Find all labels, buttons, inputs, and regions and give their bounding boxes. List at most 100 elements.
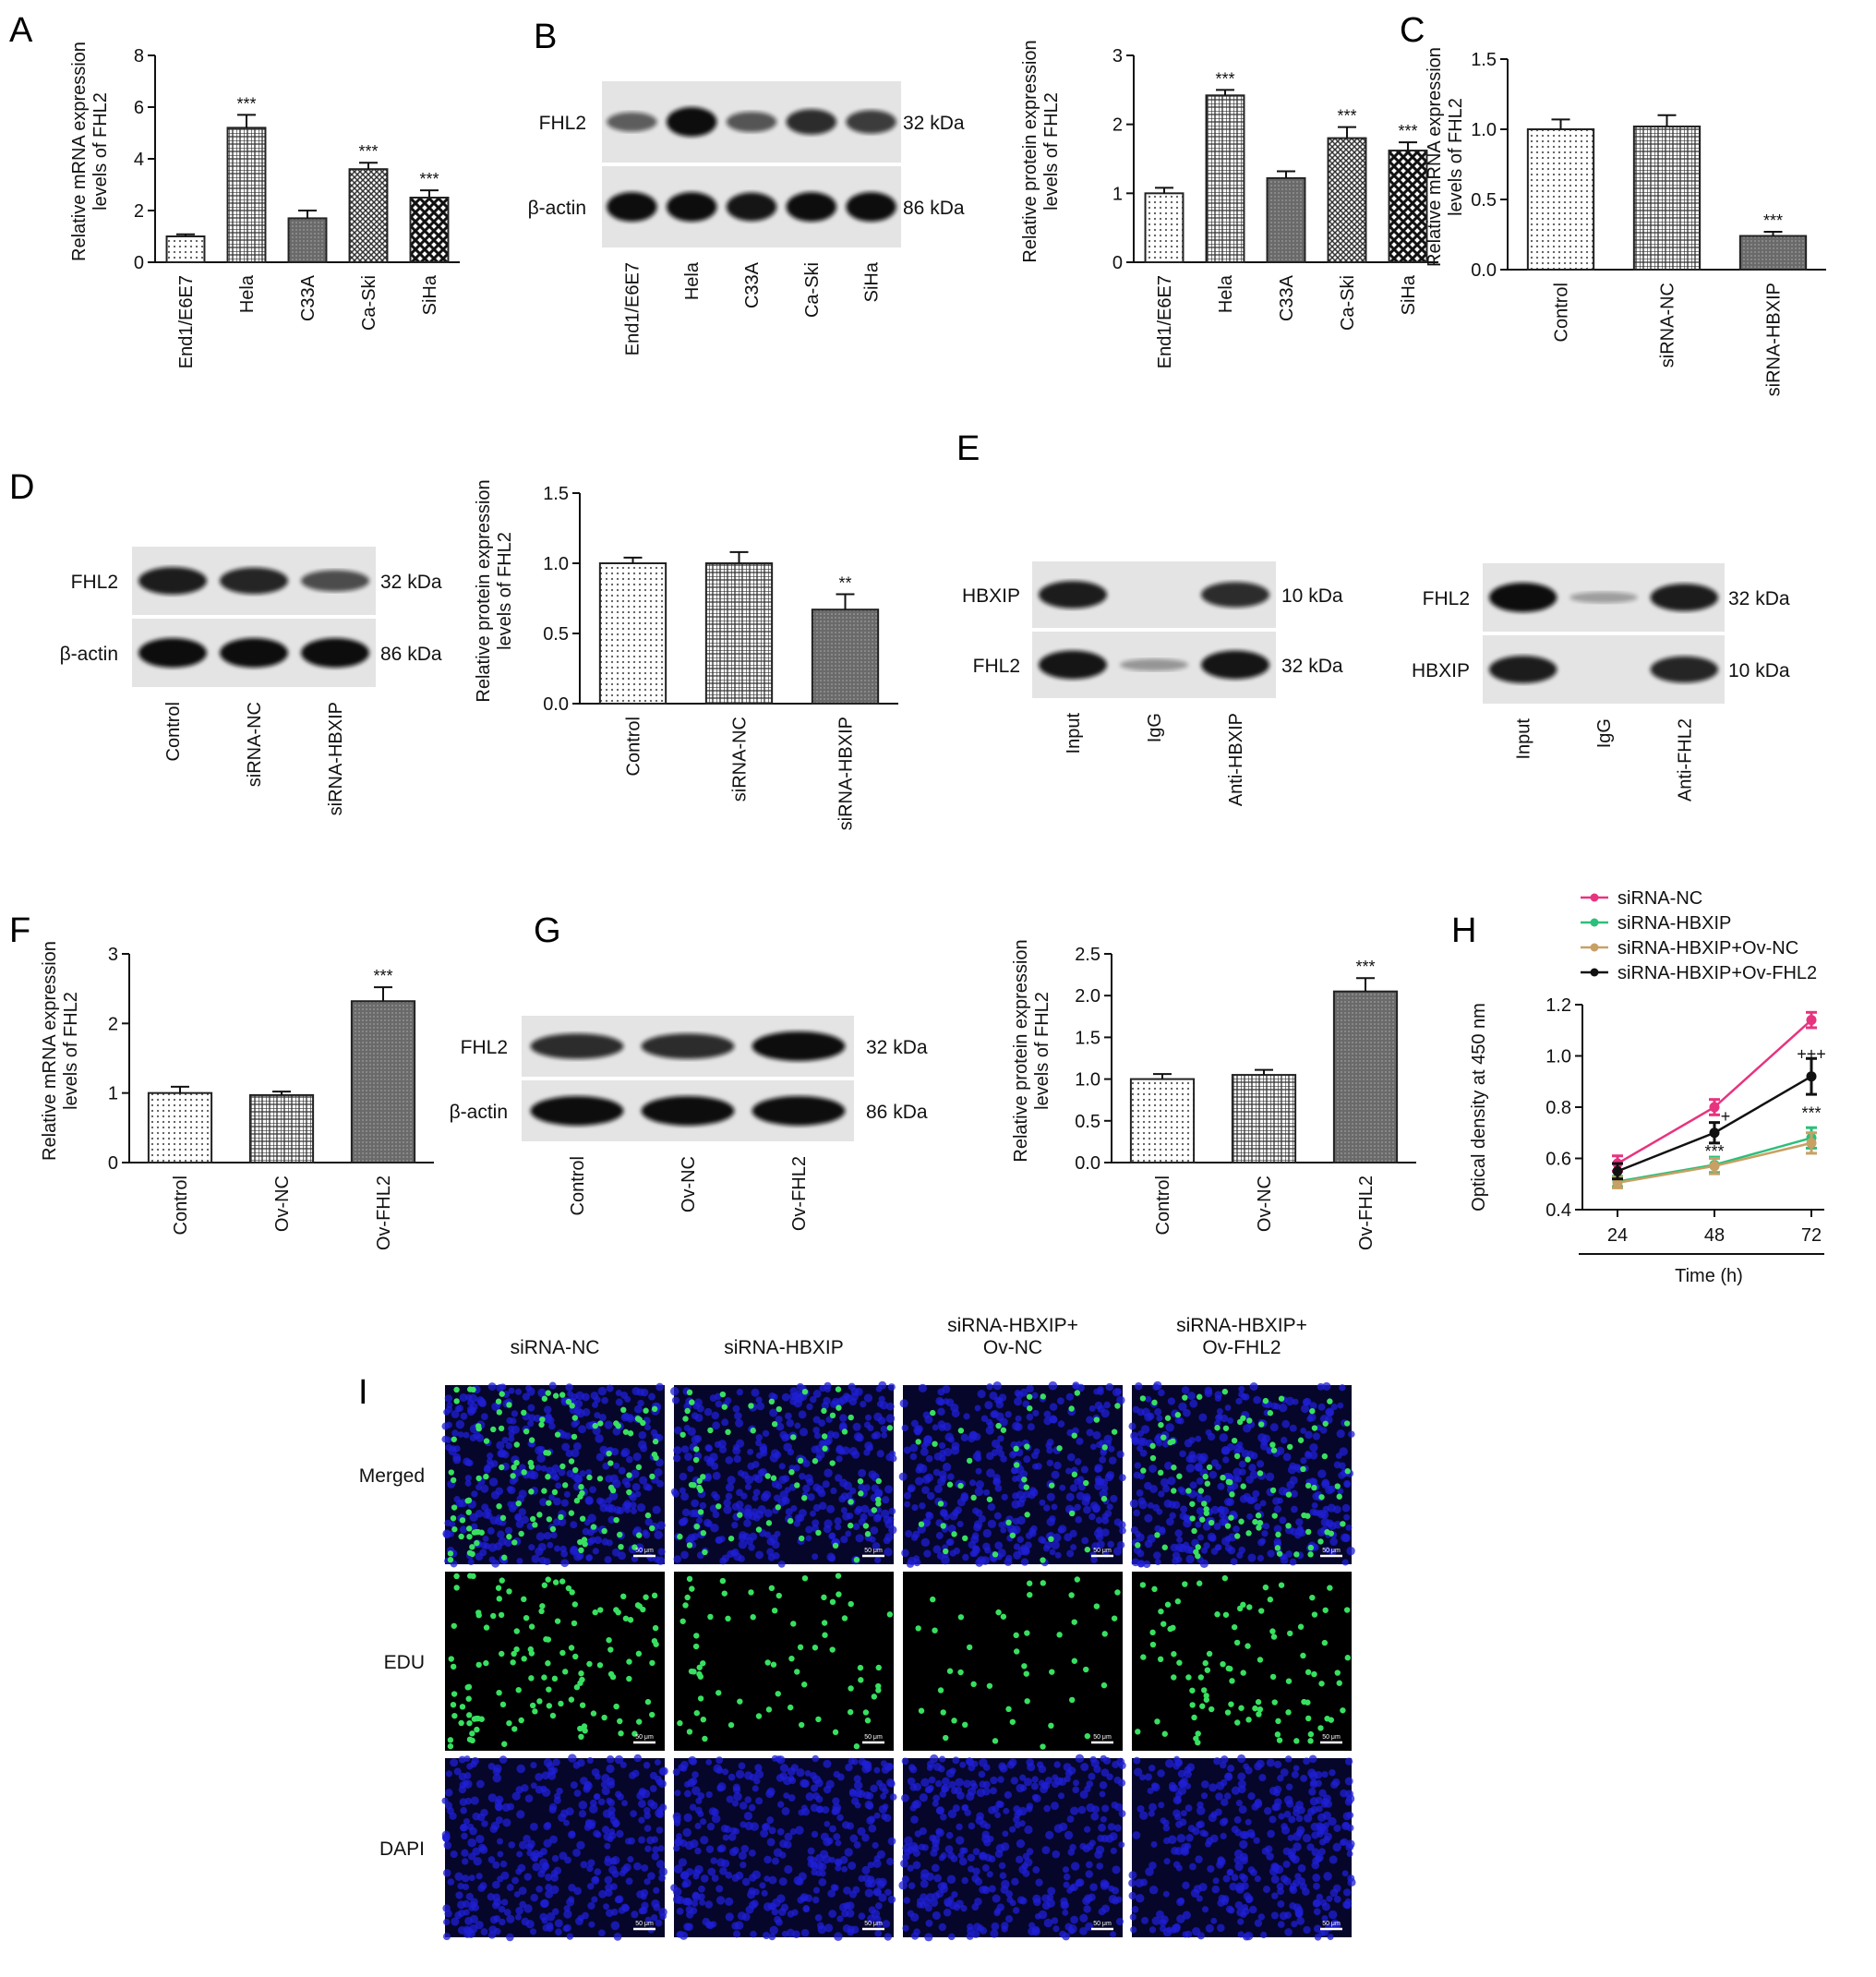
- nucleus: [1114, 1388, 1123, 1395]
- kda-label: 32 kDa: [380, 572, 442, 593]
- edu-positive-cell: [937, 1501, 944, 1507]
- edu-positive-cell: [853, 1743, 860, 1750]
- nucleus: [1309, 1451, 1318, 1460]
- nucleus: [540, 1899, 549, 1909]
- nucleus: [494, 1927, 501, 1935]
- nucleus: [1016, 1441, 1023, 1448]
- nucleus: [932, 1545, 942, 1554]
- nucleus: [858, 1468, 867, 1477]
- nucleus: [1185, 1930, 1193, 1938]
- nucleus: [1101, 1516, 1110, 1525]
- nucleus: [1032, 1409, 1040, 1417]
- nucleus: [604, 1420, 613, 1429]
- nucleus: [1273, 1790, 1281, 1797]
- edu-positive-cell: [728, 1535, 735, 1542]
- nucleus: [469, 1826, 477, 1836]
- bar: [248, 1093, 315, 1163]
- nucleus: [1209, 1470, 1218, 1479]
- nucleus: [1072, 1427, 1079, 1435]
- x-tick-label: siRNA-NC: [1658, 283, 1678, 368]
- nucleus: [636, 1503, 646, 1513]
- edu-positive-cell: [693, 1633, 700, 1639]
- nucleus: [974, 1877, 983, 1886]
- edu-positive-cell: [836, 1404, 842, 1411]
- edu-positive-cell: [696, 1670, 703, 1678]
- nucleus: [802, 1484, 811, 1493]
- nucleus: [467, 1838, 476, 1848]
- edu-positive-cell: [515, 1686, 522, 1694]
- edu-positive-cell: [970, 1494, 977, 1501]
- edu-positive-cell: [1343, 1420, 1351, 1427]
- nucleus: [1135, 1382, 1143, 1391]
- data-point: [1806, 1015, 1817, 1026]
- nucleus: [1183, 1514, 1190, 1522]
- nucleus: [1100, 1815, 1107, 1823]
- nucleus: [659, 1803, 667, 1812]
- edu-positive-cell: [617, 1718, 623, 1725]
- edu-positive-cell: [1000, 1613, 1007, 1620]
- nucleus: [1205, 1923, 1214, 1933]
- edu-positive-cell: [466, 1712, 473, 1718]
- nucleus: [1116, 1395, 1125, 1405]
- edu-positive-cell: [1321, 1453, 1329, 1460]
- edu-positive-cell: [513, 1628, 520, 1634]
- nucleus: [924, 1904, 932, 1912]
- nucleus: [794, 1422, 801, 1429]
- nucleus: [751, 1508, 759, 1516]
- nucleus: [948, 1780, 956, 1789]
- nucleus: [705, 1790, 713, 1799]
- nucleus: [629, 1501, 637, 1510]
- nucleus: [1148, 1764, 1156, 1772]
- blot-band: [786, 192, 837, 222]
- nucleus: [606, 1764, 615, 1774]
- nucleus: [872, 1859, 882, 1869]
- edu-positive-cell: [546, 1686, 552, 1693]
- nucleus: [1300, 1457, 1307, 1465]
- nucleus: [516, 1764, 525, 1774]
- data-point: [1612, 1165, 1623, 1176]
- nucleus: [478, 1399, 487, 1408]
- nucleus: [1154, 1559, 1161, 1566]
- nucleus: [986, 1468, 995, 1477]
- edu-positive-cell: [750, 1614, 756, 1621]
- nucleus: [1289, 1886, 1296, 1892]
- nucleus: [631, 1911, 639, 1919]
- nucleus: [1237, 1918, 1245, 1925]
- nucleus: [619, 1761, 627, 1768]
- edu-positive-cell: [1293, 1551, 1300, 1558]
- edu-microscopy-grid: siRNA-NC siRNA-HBXIPsiRNA-HBXIP+Ov-NCsiRN…: [359, 1315, 1356, 1942]
- nucleus: [956, 1520, 964, 1528]
- nucleus: [462, 1875, 470, 1883]
- nucleus: [938, 1765, 945, 1773]
- nucleus: [741, 1877, 751, 1887]
- nucleus: [536, 1453, 546, 1463]
- edu-positive-cell: [518, 1717, 524, 1724]
- nucleus: [747, 1448, 754, 1455]
- nucleus: [1128, 1879, 1136, 1887]
- nucleus: [1095, 1845, 1105, 1854]
- nucleus: [529, 1928, 537, 1935]
- nucleus: [555, 1928, 562, 1936]
- nucleus: [804, 1770, 812, 1777]
- nucleus: [446, 1807, 454, 1815]
- nucleus: [1080, 1763, 1089, 1772]
- nucleus: [1041, 1846, 1051, 1855]
- nucleus: [920, 1869, 930, 1878]
- nucleus: [1163, 1461, 1172, 1470]
- nucleus: [951, 1891, 958, 1899]
- edu-positive-cell: [1221, 1388, 1229, 1395]
- y-tick-label: 1.0: [1545, 1047, 1571, 1067]
- scale-bar-label: 50 μm: [864, 1921, 883, 1927]
- nucleus: [967, 1787, 977, 1796]
- nucleus: [725, 1871, 733, 1879]
- nucleus: [515, 1906, 524, 1915]
- nucleus: [1088, 1772, 1096, 1780]
- nucleus: [679, 1487, 686, 1494]
- nucleus: [1052, 1850, 1061, 1859]
- nucleus: [1070, 1915, 1078, 1924]
- nucleus: [563, 1910, 572, 1919]
- nucleus: [506, 1884, 514, 1891]
- nucleus: [991, 1439, 1001, 1449]
- edu-positive-cell: [447, 1556, 454, 1563]
